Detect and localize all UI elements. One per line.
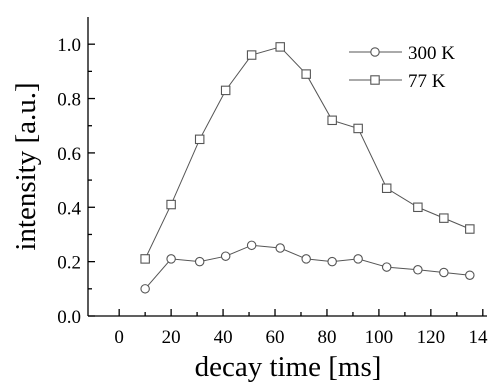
axis-ticks: 0 20 40 60 80 100 120 140 0.0 0.2 0.4 0.6 0.8 1.0 <box>57 35 488 348</box>
data-point <box>220 85 231 96</box>
y-tick-label: 0.2 <box>57 253 81 274</box>
data-point <box>327 115 337 126</box>
data-point <box>413 265 423 275</box>
plot-frame <box>87 17 487 317</box>
y-tick-label: 0.0 <box>57 307 81 328</box>
data-point <box>166 199 176 210</box>
y-tick-label: 0.6 <box>57 144 81 165</box>
legend-entry: 300 K <box>349 43 455 64</box>
legend-marker <box>370 75 380 85</box>
x-tick-label: 100 <box>365 327 394 348</box>
data-point <box>140 284 150 294</box>
data-point <box>327 256 337 267</box>
legend-label: 300 K <box>408 43 455 64</box>
data-point <box>465 270 475 280</box>
data-point <box>275 243 285 253</box>
data-point <box>301 69 311 79</box>
x-tick-label: 120 <box>417 327 446 348</box>
data-point <box>275 42 285 52</box>
data-point <box>381 262 392 272</box>
legend-label: 77 K <box>408 71 446 92</box>
y-axis-title: intensity [a.u.] <box>10 82 42 250</box>
data-point <box>465 224 475 234</box>
x-tick-label: 80 <box>317 327 336 348</box>
data-point <box>353 254 363 264</box>
data-point <box>246 240 257 251</box>
data-point <box>413 202 423 213</box>
data-point <box>166 254 176 264</box>
data-point <box>381 183 392 193</box>
y-tick-label: 1.0 <box>57 35 81 56</box>
y-tick-label: 0.8 <box>57 90 81 111</box>
x-tick-label: 40 <box>214 327 233 348</box>
data-point <box>439 213 449 223</box>
legend-entry: 77 K <box>349 71 446 92</box>
legend-marker <box>370 47 380 57</box>
data-point <box>194 134 205 145</box>
x-axis-title: decay time [ms] <box>195 351 382 383</box>
x-tick-label: 0 <box>114 327 124 348</box>
data-point <box>301 254 311 264</box>
x-tick-label: 140 <box>469 327 488 348</box>
data-point <box>220 251 231 261</box>
series-layer <box>140 42 475 294</box>
y-tick-label: 0.4 <box>57 198 81 219</box>
x-tick-label: 60 <box>266 327 285 348</box>
x-tick-label: 20 <box>162 327 181 348</box>
legend: 300 K 77 K <box>349 43 455 92</box>
series-circle <box>140 240 475 294</box>
data-point <box>140 254 150 264</box>
data-point <box>246 50 257 60</box>
series-square <box>140 42 475 264</box>
data-point <box>194 256 205 267</box>
data-point <box>353 123 363 134</box>
data-point <box>439 267 449 278</box>
